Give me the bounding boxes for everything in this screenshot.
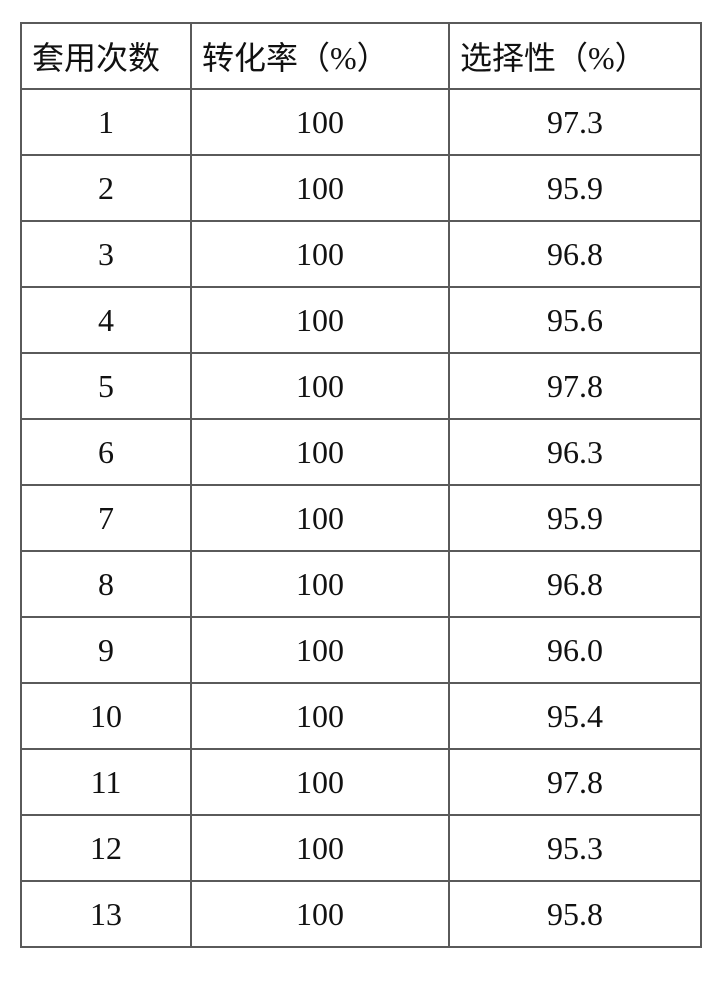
table-row: 610096.3 <box>21 419 701 485</box>
table-cell: 100 <box>191 617 449 683</box>
table-cell: 95.3 <box>449 815 701 881</box>
table-row: 910096.0 <box>21 617 701 683</box>
table-row: 1010095.4 <box>21 683 701 749</box>
col-header-selectivity: 选择性（%） <box>449 23 701 89</box>
table-cell: 2 <box>21 155 191 221</box>
table-row: 810096.8 <box>21 551 701 617</box>
table-cell: 8 <box>21 551 191 617</box>
table-cell: 10 <box>21 683 191 749</box>
table-cell: 100 <box>191 353 449 419</box>
table-cell: 95.9 <box>449 155 701 221</box>
table-body: 110097.3210095.9310096.8410095.6510097.8… <box>21 89 701 947</box>
table-cell: 7 <box>21 485 191 551</box>
table-cell: 100 <box>191 155 449 221</box>
table-cell: 95.6 <box>449 287 701 353</box>
table-cell: 12 <box>21 815 191 881</box>
table-cell: 100 <box>191 815 449 881</box>
col-header-conversion: 转化率（%） <box>191 23 449 89</box>
table-cell: 100 <box>191 221 449 287</box>
table-cell: 11 <box>21 749 191 815</box>
table-cell: 100 <box>191 551 449 617</box>
table-cell: 97.8 <box>449 749 701 815</box>
col-header-cycles: 套用次数 <box>21 23 191 89</box>
table-cell: 96.8 <box>449 221 701 287</box>
table-cell: 97.8 <box>449 353 701 419</box>
table-header-row: 套用次数 转化率（%） 选择性（%） <box>21 23 701 89</box>
table-cell: 100 <box>191 89 449 155</box>
table-row: 510097.8 <box>21 353 701 419</box>
table-cell: 95.9 <box>449 485 701 551</box>
table-cell: 100 <box>191 881 449 947</box>
table-row: 710095.9 <box>21 485 701 551</box>
table-cell: 95.8 <box>449 881 701 947</box>
table-cell: 96.8 <box>449 551 701 617</box>
table-cell: 100 <box>191 683 449 749</box>
table-cell: 100 <box>191 485 449 551</box>
table-cell: 9 <box>21 617 191 683</box>
table-row: 210095.9 <box>21 155 701 221</box>
table-row: 110097.3 <box>21 89 701 155</box>
page-container: 套用次数 转化率（%） 选择性（%） 110097.3210095.931009… <box>0 0 720 1000</box>
table-row: 1110097.8 <box>21 749 701 815</box>
table-row: 310096.8 <box>21 221 701 287</box>
table-cell: 100 <box>191 287 449 353</box>
table-cell: 95.4 <box>449 683 701 749</box>
table-cell: 1 <box>21 89 191 155</box>
table-cell: 13 <box>21 881 191 947</box>
table-row: 1210095.3 <box>21 815 701 881</box>
table-cell: 6 <box>21 419 191 485</box>
table-cell: 96.0 <box>449 617 701 683</box>
table-cell: 3 <box>21 221 191 287</box>
table-cell: 100 <box>191 749 449 815</box>
table-cell: 100 <box>191 419 449 485</box>
table-cell: 4 <box>21 287 191 353</box>
data-table: 套用次数 转化率（%） 选择性（%） 110097.3210095.931009… <box>20 22 702 948</box>
table-header: 套用次数 转化率（%） 选择性（%） <box>21 23 701 89</box>
table-cell: 96.3 <box>449 419 701 485</box>
table-cell: 5 <box>21 353 191 419</box>
table-cell: 97.3 <box>449 89 701 155</box>
table-row: 410095.6 <box>21 287 701 353</box>
table-row: 1310095.8 <box>21 881 701 947</box>
